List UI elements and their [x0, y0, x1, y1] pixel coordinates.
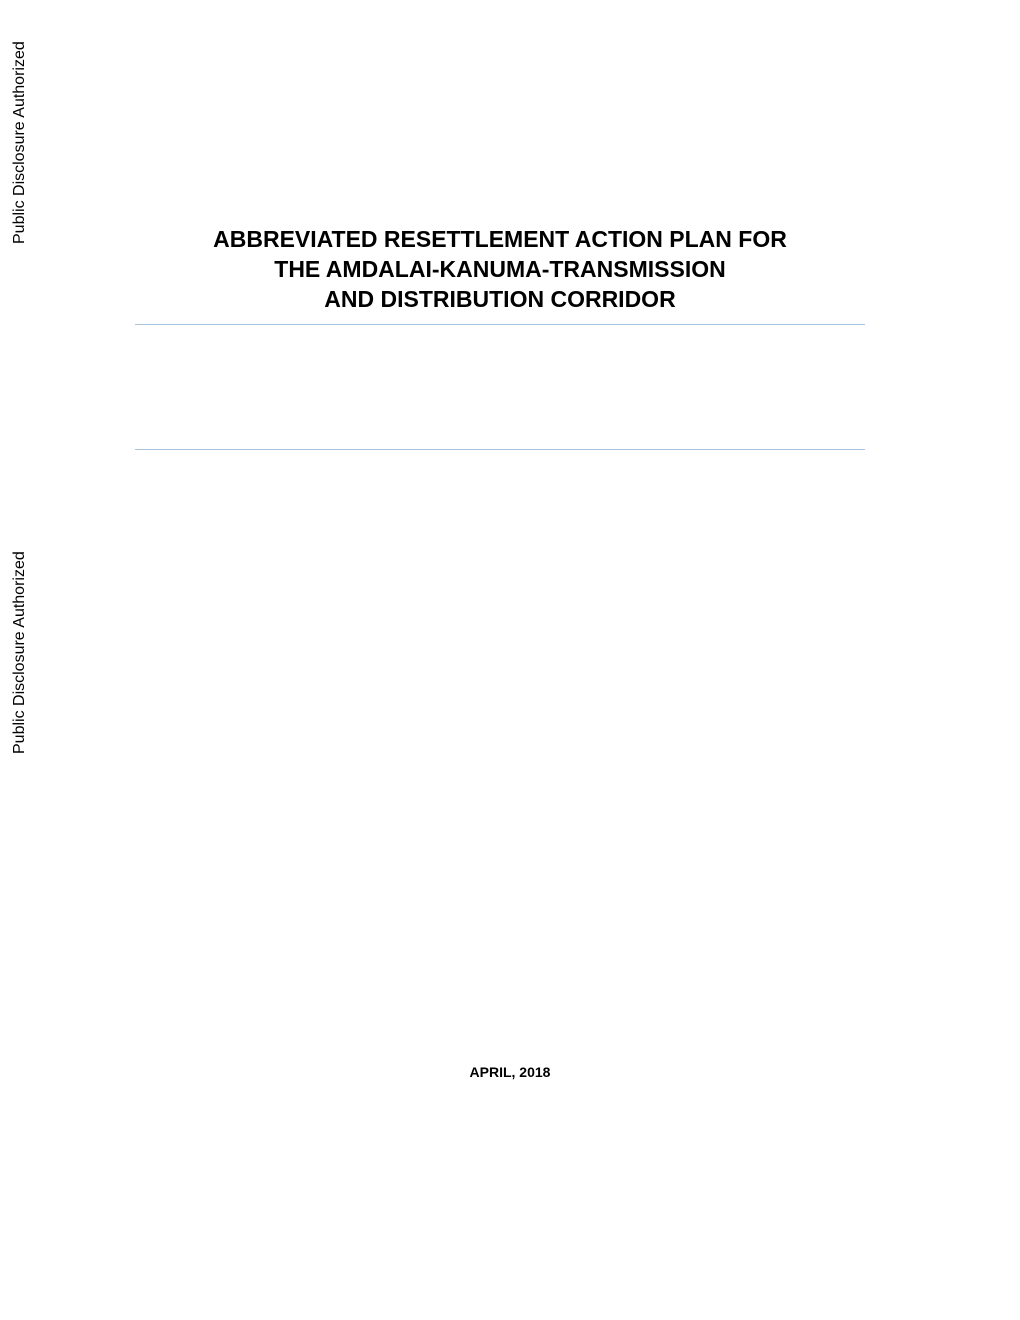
title-line-3: AND DISTRIBUTION CORRIDOR	[135, 285, 865, 315]
document-page: Public Disclosure Authorized Public Disc…	[0, 0, 1020, 1320]
document-title: ABBREVIATED RESETTLEMENT ACTION PLAN FOR…	[135, 225, 865, 315]
horizontal-rule-1	[135, 324, 865, 325]
disclosure-stamp-1: Public Disclosure Authorized	[11, 41, 29, 244]
title-line-1: ABBREVIATED RESETTLEMENT ACTION PLAN FOR	[135, 225, 865, 255]
document-date: APRIL, 2018	[0, 1064, 1020, 1080]
title-line-2: THE AMDALAI-KANUMA-TRANSMISSION	[135, 255, 865, 285]
horizontal-rule-2	[135, 449, 865, 450]
disclosure-stamp-2: Public Disclosure Authorized	[11, 551, 29, 754]
